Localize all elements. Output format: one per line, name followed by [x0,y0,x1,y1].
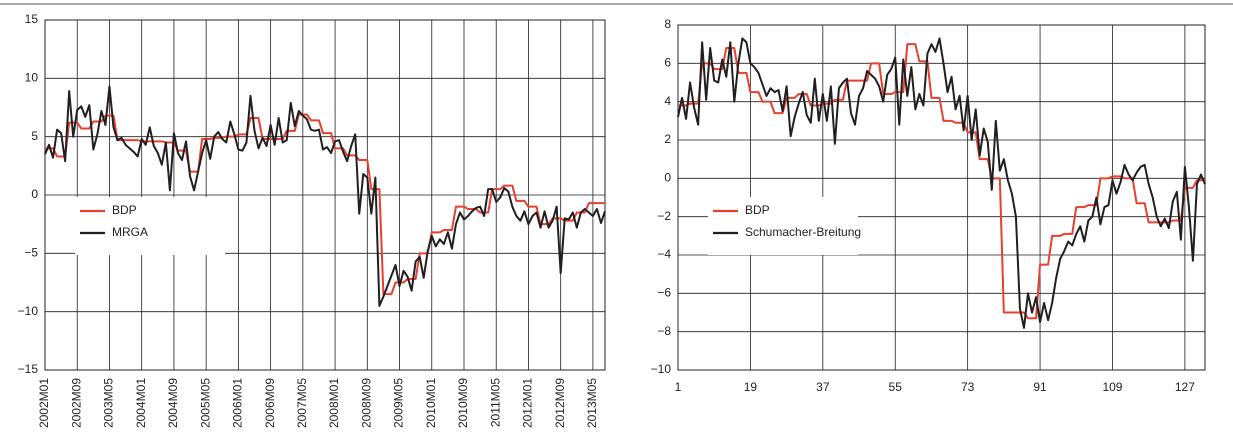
x-tick-label: 2002M09 [69,378,83,428]
series-line [677,37,1206,329]
legend-label: BDP [112,203,137,217]
y-tick-label: 0 [664,171,671,185]
x-tick-label: 37 [816,380,830,394]
y-tick-label: −10 [18,304,39,318]
x-tick-label: 2004M01 [134,378,148,428]
y-tick-label: 4 [664,94,671,108]
y-tick-label: 8 [664,17,671,31]
y-tick-label: 5 [31,129,38,143]
x-tick-label: 2009M05 [392,378,406,428]
legend-box [708,197,858,255]
x-tick-label: 2010M01 [424,378,438,428]
x-tick-label: 2005M05 [198,378,212,428]
plot-frame [44,19,606,371]
legend-label: BDP [745,203,770,217]
x-tick-label: 2012M01 [521,378,535,428]
series-line [44,85,606,307]
x-tick-label: 1 [675,380,682,394]
x-tick-label: 2006M01 [231,378,245,428]
y-tick-label: 0 [31,187,38,201]
x-tick-label: 2006M09 [263,378,277,428]
legend-box [75,197,225,255]
x-tick-label: 2004M09 [166,378,180,428]
x-tick-label: 2002M01 [37,378,51,428]
y-tick-label: −6 [657,286,671,300]
x-tick-label: 55 [889,380,903,394]
y-tick-label: −8 [657,324,671,338]
x-tick-label: 2008M09 [359,378,373,428]
x-tick-label: 2003M05 [102,378,116,428]
y-tick-label: −5 [24,246,38,260]
x-tick-label: 2011M05 [488,378,502,427]
y-tick-label: 15 [25,12,39,26]
x-tick-label: 91 [1033,380,1047,394]
legend: BDP MRGA [75,197,225,255]
y-tick-label: −15 [18,362,39,376]
x-tick-label: 2008M01 [327,378,341,428]
x-tick-label: 109 [1102,380,1122,394]
x-tick-label: 73 [961,380,975,394]
x-tick-label: 19 [744,380,758,394]
series-line [678,43,1205,320]
plot-frame [677,24,1206,371]
legend: BDP Schumacher-Breitung [708,197,861,255]
x-tick-label: 2010M09 [456,378,470,428]
y-tick-label: 6 [664,56,671,70]
x-tick-label: 2007M05 [295,378,309,428]
series-line [45,113,605,296]
legend-label: Schumacher-Breitung [745,225,861,239]
y-tick-label: −2 [657,209,671,223]
x-tick-label: 2013M05 [585,378,599,428]
y-tick-label: −4 [657,247,671,261]
x-tick-label: 127 [1175,380,1195,394]
y-tick-label: 2 [664,132,671,146]
y-tick-label: −10 [651,362,672,376]
y-tick-label: 10 [25,71,39,85]
x-tick-label: 2012M09 [553,378,567,428]
legend-label: MRGA [112,225,148,239]
